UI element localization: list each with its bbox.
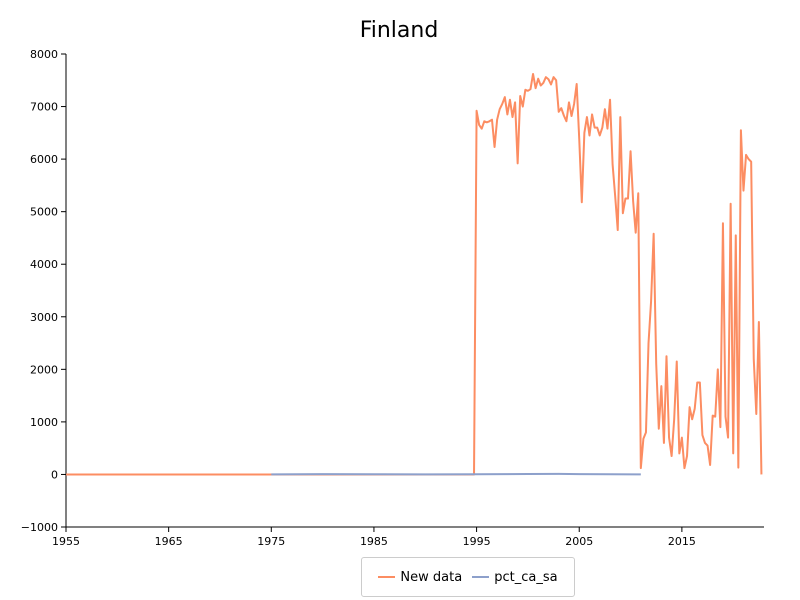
legend-label-new-data: New data <box>400 569 463 585</box>
legend-label-pct-ca-sa: pct_ca_sa <box>494 569 558 585</box>
series-line-new-data[interactable] <box>66 72 763 476</box>
y-tick-label: 2000 <box>30 363 58 376</box>
x-tick-label: 2015 <box>668 535 696 548</box>
x-tick-label: 1975 <box>257 535 285 548</box>
y-tick-label: 8000 <box>30 48 58 61</box>
y-tick-label: 1000 <box>30 416 58 429</box>
x-tick-label: 1965 <box>155 535 183 548</box>
y-tick-label: 6000 <box>30 153 58 166</box>
x-tick-label: 1985 <box>360 535 388 548</box>
series-layer <box>66 72 763 476</box>
legend-item-new-data[interactable]: New data <box>378 570 462 585</box>
y-tick-label: 3000 <box>30 311 58 324</box>
y-axis-ticks: −1000 0 1000 2000 3000 4000 5000 6000 7000 8000 <box>21 48 66 534</box>
x-axis-ticks: 1955 1965 1975 1985 1995 2005 2015 <box>52 527 696 548</box>
legend-swatch-pct-ca-sa <box>472 576 490 578</box>
y-tick-label: 4000 <box>30 258 58 271</box>
legend-swatch-new-data <box>378 576 396 578</box>
chart-title: Finland <box>360 18 439 43</box>
y-tick-label: −1000 <box>21 521 58 534</box>
legend: New data pct_ca_sa <box>361 557 575 597</box>
legend-item-pct-ca-sa[interactable]: pct_ca_sa <box>472 569 558 585</box>
x-tick-label: 1955 <box>52 535 80 548</box>
y-tick-label: 5000 <box>30 206 58 219</box>
y-tick-label: 7000 <box>30 101 58 114</box>
x-tick-label: 1995 <box>463 535 491 548</box>
y-tick-label: 0 <box>51 468 58 481</box>
x-tick-label: 2005 <box>565 535 593 548</box>
